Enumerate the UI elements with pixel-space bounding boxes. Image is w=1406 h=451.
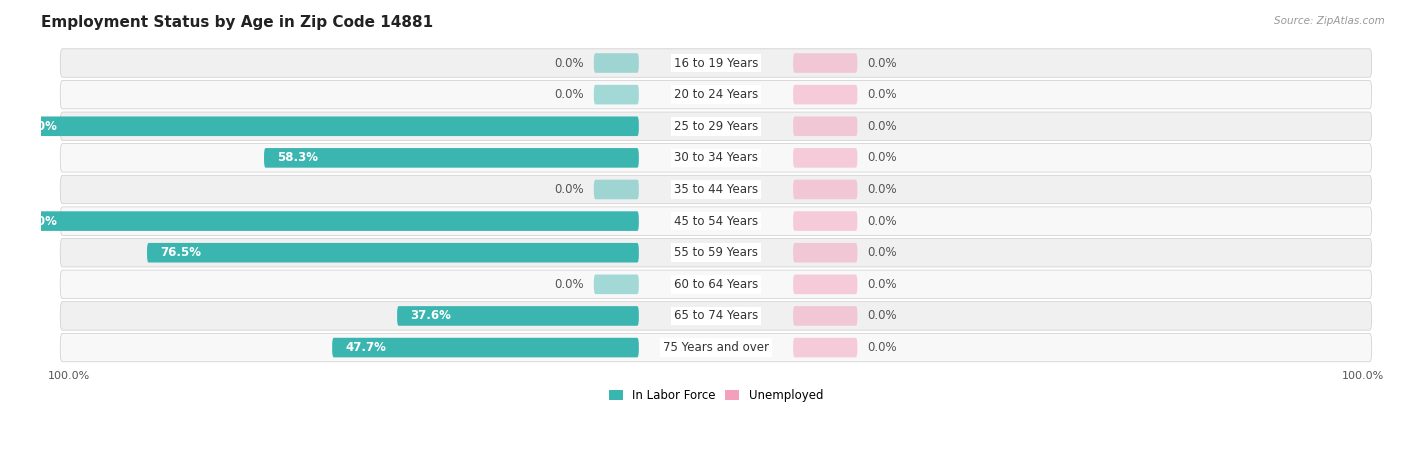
- FancyBboxPatch shape: [60, 270, 1372, 299]
- FancyBboxPatch shape: [60, 49, 1372, 77]
- Text: 100.0%: 100.0%: [8, 120, 58, 133]
- Text: 100.0%: 100.0%: [48, 371, 90, 381]
- FancyBboxPatch shape: [793, 212, 858, 231]
- Text: 0.0%: 0.0%: [868, 152, 897, 164]
- Text: 45 to 54 Years: 45 to 54 Years: [673, 215, 758, 228]
- FancyBboxPatch shape: [332, 338, 638, 357]
- FancyBboxPatch shape: [593, 179, 638, 199]
- Text: 0.0%: 0.0%: [554, 56, 583, 69]
- Text: 100.0%: 100.0%: [1343, 371, 1385, 381]
- Text: 25 to 29 Years: 25 to 29 Years: [673, 120, 758, 133]
- FancyBboxPatch shape: [793, 243, 858, 262]
- Text: 0.0%: 0.0%: [868, 341, 897, 354]
- Text: 0.0%: 0.0%: [868, 278, 897, 291]
- FancyBboxPatch shape: [60, 112, 1372, 140]
- Text: 65 to 74 Years: 65 to 74 Years: [673, 309, 758, 322]
- Text: 0.0%: 0.0%: [554, 278, 583, 291]
- Text: 76.5%: 76.5%: [160, 246, 201, 259]
- Text: 0.0%: 0.0%: [868, 120, 897, 133]
- FancyBboxPatch shape: [60, 333, 1372, 362]
- Text: Source: ZipAtlas.com: Source: ZipAtlas.com: [1274, 16, 1385, 26]
- FancyBboxPatch shape: [0, 116, 638, 136]
- FancyBboxPatch shape: [793, 275, 858, 294]
- FancyBboxPatch shape: [793, 53, 858, 73]
- FancyBboxPatch shape: [60, 207, 1372, 235]
- Text: 47.7%: 47.7%: [344, 341, 385, 354]
- FancyBboxPatch shape: [60, 302, 1372, 330]
- Text: 58.3%: 58.3%: [277, 152, 318, 164]
- FancyBboxPatch shape: [60, 175, 1372, 204]
- FancyBboxPatch shape: [793, 179, 858, 199]
- Legend: In Labor Force, Unemployed: In Labor Force, Unemployed: [605, 384, 828, 406]
- FancyBboxPatch shape: [60, 239, 1372, 267]
- Text: 0.0%: 0.0%: [868, 246, 897, 259]
- FancyBboxPatch shape: [264, 148, 638, 168]
- FancyBboxPatch shape: [148, 243, 638, 262]
- FancyBboxPatch shape: [793, 306, 858, 326]
- Text: 0.0%: 0.0%: [868, 88, 897, 101]
- FancyBboxPatch shape: [396, 306, 638, 326]
- Text: 0.0%: 0.0%: [868, 56, 897, 69]
- Text: 60 to 64 Years: 60 to 64 Years: [673, 278, 758, 291]
- FancyBboxPatch shape: [793, 148, 858, 168]
- Text: Employment Status by Age in Zip Code 14881: Employment Status by Age in Zip Code 148…: [41, 15, 433, 30]
- Text: 0.0%: 0.0%: [868, 183, 897, 196]
- Text: 16 to 19 Years: 16 to 19 Years: [673, 56, 758, 69]
- FancyBboxPatch shape: [60, 143, 1372, 172]
- Text: 75 Years and over: 75 Years and over: [664, 341, 769, 354]
- FancyBboxPatch shape: [593, 275, 638, 294]
- FancyBboxPatch shape: [793, 338, 858, 357]
- Text: 100.0%: 100.0%: [8, 215, 58, 228]
- Text: 0.0%: 0.0%: [554, 183, 583, 196]
- FancyBboxPatch shape: [0, 212, 638, 231]
- FancyBboxPatch shape: [593, 53, 638, 73]
- Text: 30 to 34 Years: 30 to 34 Years: [673, 152, 758, 164]
- Text: 35 to 44 Years: 35 to 44 Years: [673, 183, 758, 196]
- FancyBboxPatch shape: [60, 80, 1372, 109]
- FancyBboxPatch shape: [793, 116, 858, 136]
- Text: 37.6%: 37.6%: [411, 309, 451, 322]
- FancyBboxPatch shape: [593, 85, 638, 105]
- Text: 20 to 24 Years: 20 to 24 Years: [673, 88, 758, 101]
- Text: 55 to 59 Years: 55 to 59 Years: [673, 246, 758, 259]
- Text: 0.0%: 0.0%: [868, 215, 897, 228]
- Text: 0.0%: 0.0%: [554, 88, 583, 101]
- Text: 0.0%: 0.0%: [868, 309, 897, 322]
- FancyBboxPatch shape: [793, 85, 858, 105]
